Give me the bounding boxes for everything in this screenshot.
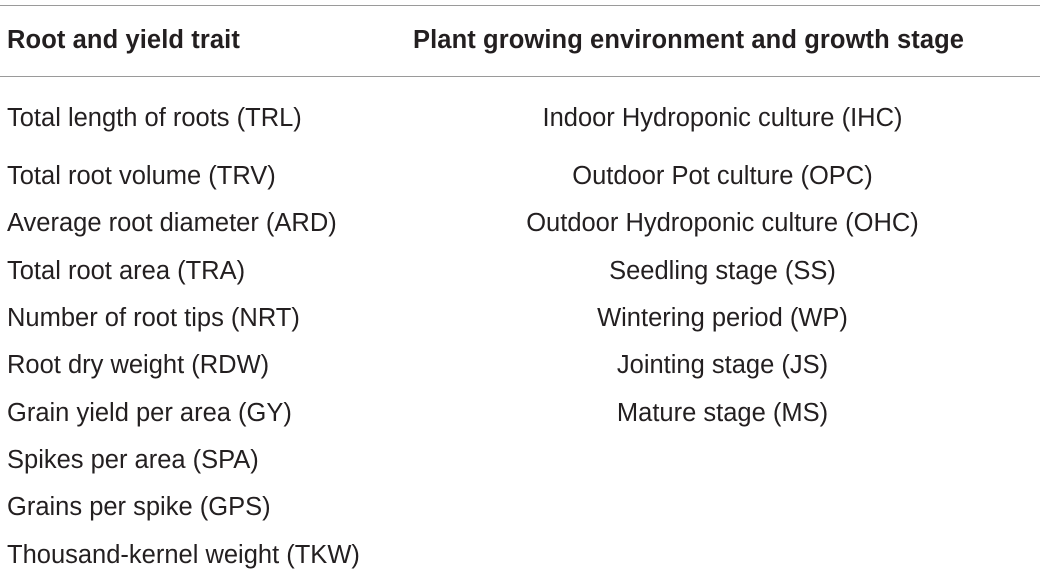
trait-cell: Total length of roots (TRL) [7,104,302,132]
trait-cell: Average root diameter (ARD) [7,209,337,238]
environment-cell [405,484,1040,531]
trait-cell: Spikes per area (SPA) [7,445,259,474]
environment-cell: Jointing stage (JS) [616,351,829,380]
table-row: Grain yield per area (GY) Mature stage (… [0,389,1040,436]
table-row: Thousand-kernel weight (TKW) [0,531,1040,578]
environment-cell [405,437,1040,484]
trait-cell: Grain yield per area (GY) [7,398,292,427]
trait-cell: Total root area (TRA) [7,256,246,285]
environment-cell [405,531,1040,578]
environment-cell: Indoor Hydroponic culture (IHC) [542,104,903,132]
trait-table-container: Root and yield trait Plant growing envir… [0,5,1040,569]
table-row: Average root diameter (ARD) Outdoor Hydr… [0,200,1040,247]
environment-cell: Outdoor Hydroponic culture (OHC) [526,209,919,238]
header-rule [0,76,1040,77]
table-row: Number of root tips (NRT) Wintering peri… [0,295,1040,342]
top-rule [0,5,1040,6]
environment-cell: Wintering period (WP) [597,304,848,333]
table-header-row: Root and yield trait Plant growing envir… [0,0,1040,80]
table-row: Spikes per area (SPA) [0,437,1040,484]
trait-cell: Grains per spike (GPS) [7,493,271,522]
environment-cell: Outdoor Pot culture (OPC) [572,162,873,191]
environment-cell: Seedling stage (SS) [609,256,836,285]
table-row: Total root area (TRA) Seedling stage (SS… [0,248,1040,295]
column-header-environment-growth-stage: Plant growing environment and growth sta… [413,25,965,54]
trait-cell: Number of root tips (NRT) [7,304,300,333]
table-row: Total root volume (TRV) Outdoor Pot cult… [0,153,1040,200]
table-row: Grains per spike (GPS) [0,484,1040,531]
trait-cell: Total root volume (TRV) [7,162,276,191]
trait-cell: Thousand-kernel weight (TKW) [7,540,360,569]
trait-cell: Root dry weight (RDW) [7,351,270,380]
table-row: Total length of roots (TRL) Indoor Hydro… [0,80,1040,153]
column-header-root-yield-trait: Root and yield trait [7,25,240,54]
table-row: Root dry weight (RDW) Jointing stage (JS… [0,342,1040,389]
environment-cell: Mature stage (MS) [616,398,829,427]
